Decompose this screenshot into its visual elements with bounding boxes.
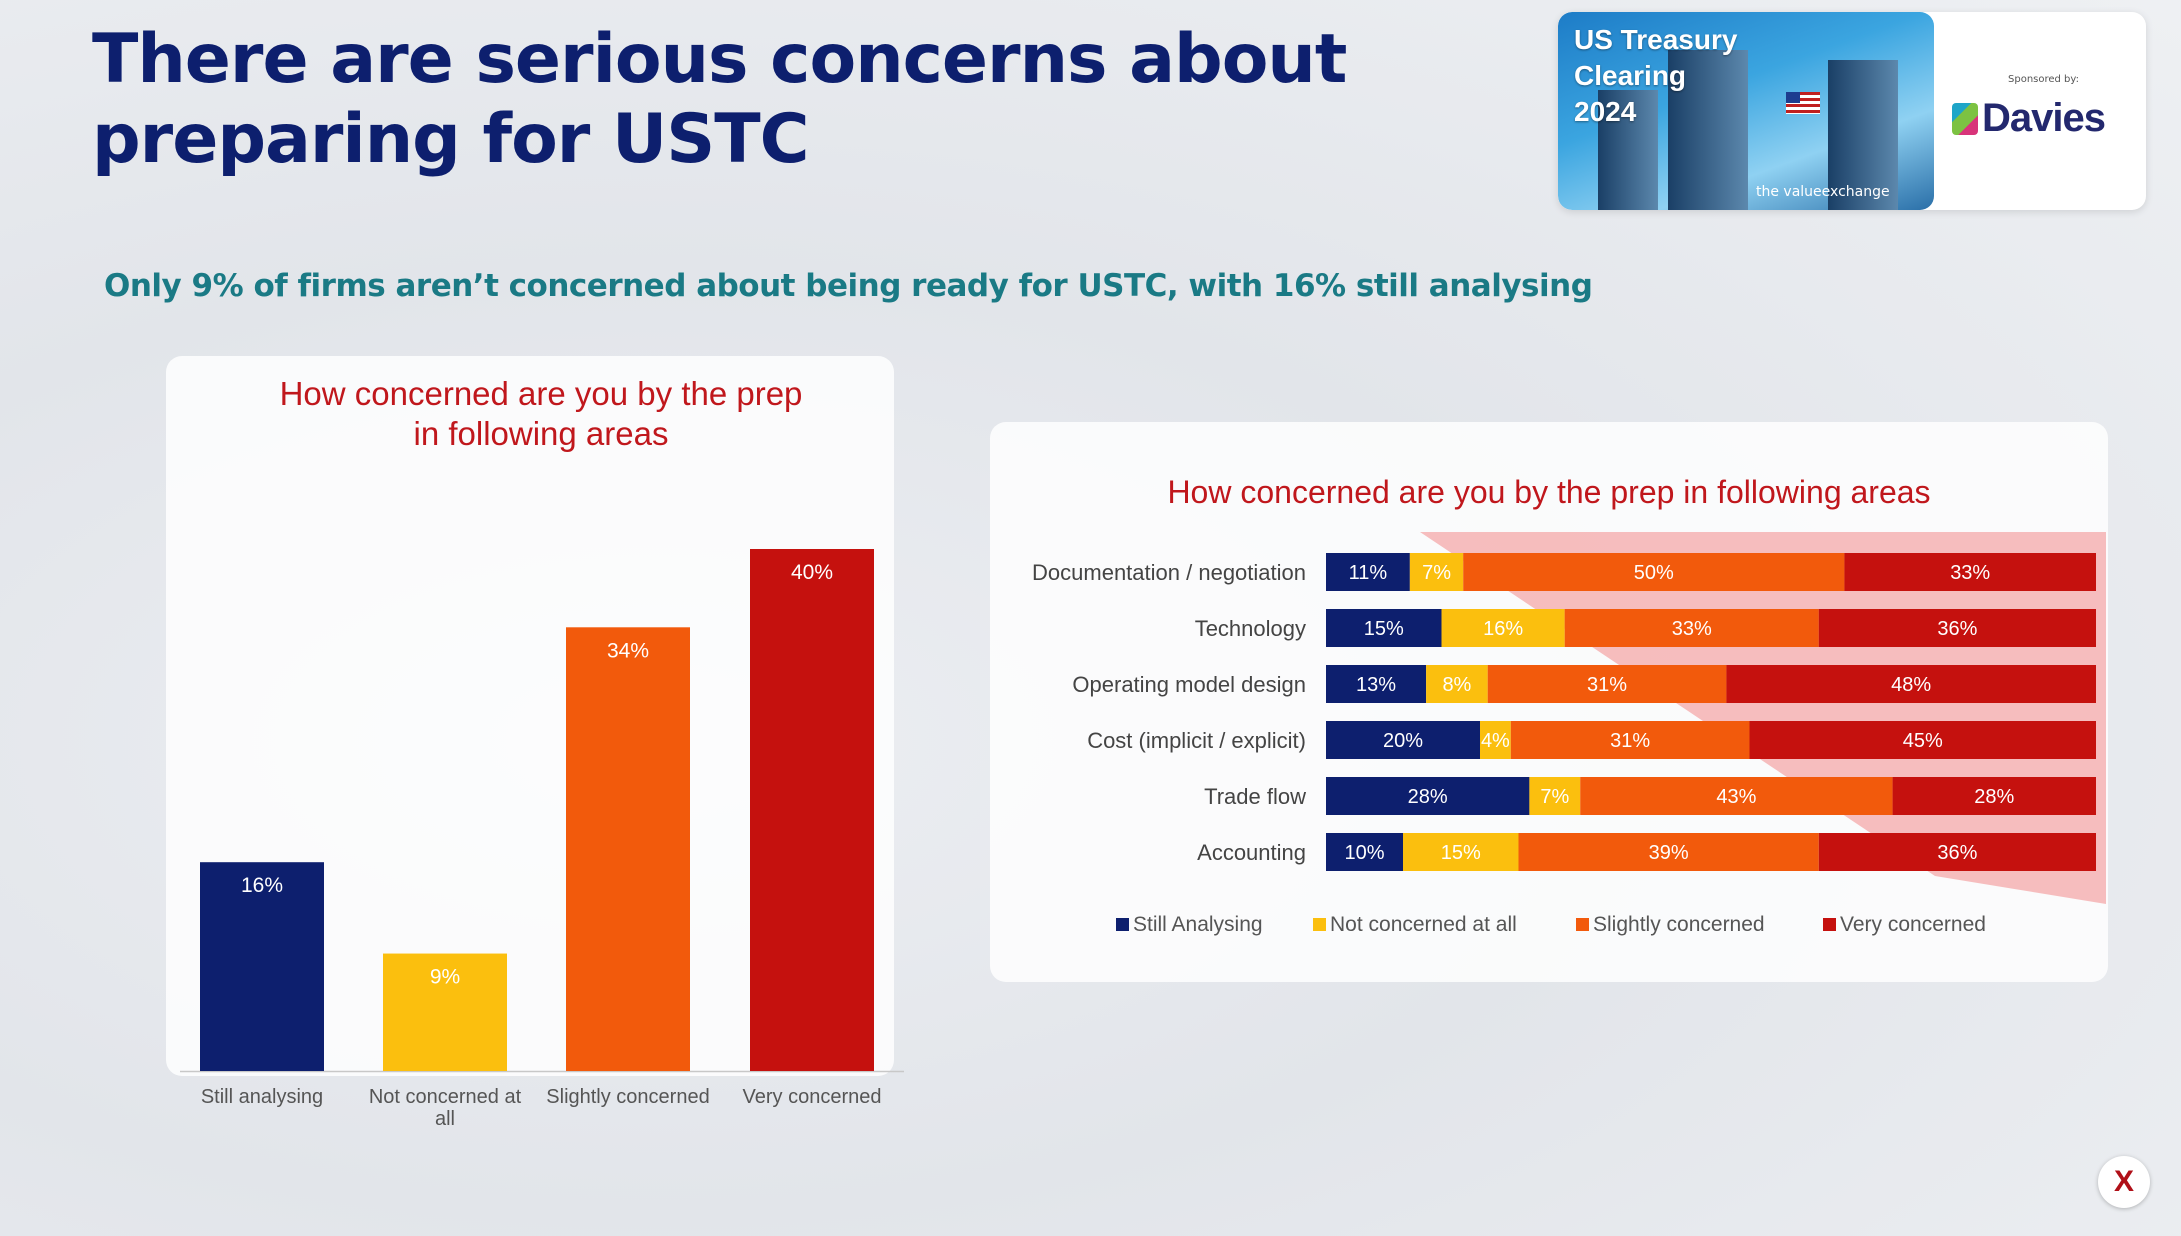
bar-3 <box>566 627 690 1071</box>
segment-value-label: 28% <box>1408 786 1448 808</box>
stacked-segment <box>1463 553 1845 591</box>
segment-value-label: 36% <box>1937 842 1977 864</box>
row-category-label: Documentation / negotiation <box>1032 560 1306 585</box>
category-label: Slightly concerned <box>546 1086 709 1108</box>
segment-value-label: 31% <box>1587 674 1627 696</box>
segment-value-label: 10% <box>1344 842 1384 864</box>
stacked-segment <box>1892 777 2096 815</box>
segment-value-label: 39% <box>1649 842 1689 864</box>
event-title: US Treasury Clearing 2024 <box>1574 24 1738 127</box>
category-label: Still analysing <box>201 1086 323 1108</box>
segment-value-label: 33% <box>1672 618 1712 640</box>
segment-value-label: 13% <box>1356 674 1396 696</box>
stacked-segment <box>1844 553 2096 591</box>
segment-value-label: 48% <box>1891 674 1931 696</box>
stacked-segment <box>1749 721 2096 759</box>
segment-value-label: 15% <box>1364 618 1404 640</box>
event-banner-image: US Treasury Clearing 2024 the valueexcha… <box>1558 12 1934 210</box>
stacked-segment <box>1326 721 1480 759</box>
stacked-segment <box>1441 609 1565 647</box>
bar-value-label: 9% <box>430 966 460 989</box>
category-label: Not concerned at <box>369 1086 522 1108</box>
stacked-segment <box>1426 665 1488 703</box>
stacked-segment <box>1518 833 1819 871</box>
segment-value-label: 28% <box>1974 786 2014 808</box>
segment-value-label: 11% <box>1349 562 1388 584</box>
event-tagline: the valueexchange <box>1756 184 1890 200</box>
bar-2 <box>383 953 507 1071</box>
sponsor-logo: Davies <box>1952 96 2106 141</box>
bar-value-label: 16% <box>241 874 283 897</box>
bar-value-label: 34% <box>607 639 649 662</box>
stacked-segment <box>1580 777 1893 815</box>
sponsor-name: Davies <box>1982 96 2106 140</box>
segment-value-label: 50% <box>1634 562 1674 584</box>
us-flag-icon <box>1786 92 1820 114</box>
legend-swatch <box>1116 918 1129 931</box>
legend-swatch <box>1576 918 1589 931</box>
stacked-segment <box>1403 833 1519 871</box>
stacked-segment <box>1564 609 1819 647</box>
stacked-segment <box>1409 553 1464 591</box>
stacked-segment <box>1487 665 1727 703</box>
legend-swatch <box>1313 918 1326 931</box>
segment-value-label: 7% <box>1422 562 1451 584</box>
sponsor-label: Sponsored by: <box>2008 74 2079 85</box>
stacked-segment <box>1510 721 1750 759</box>
right-chart-title: How concerned are you by the prep in fol… <box>1167 474 1931 510</box>
legend-label: Very concerned <box>1840 913 1986 936</box>
stacked-segment <box>1818 833 2096 871</box>
left-chart-title: How concerned are you by the prep in fol… <box>279 375 803 452</box>
stacked-segment <box>1326 609 1442 647</box>
event-brand-card: US Treasury Clearing 2024 the valueexcha… <box>1558 12 2146 210</box>
page-subtitle: Only 9% of firms aren’t concerned about … <box>104 268 1593 304</box>
davies-logo-icon <box>1952 103 1978 135</box>
row-category-label: Accounting <box>1197 840 1306 865</box>
row-category-label: Cost (implicit / explicit) <box>1087 728 1306 753</box>
stacked-segment <box>1326 553 1410 591</box>
segment-value-label: 8% <box>1442 674 1471 696</box>
stacked-segment <box>1326 833 1403 871</box>
stacked-segment <box>1326 665 1427 703</box>
stacked-segment <box>1480 721 1511 759</box>
stacked-segment <box>1726 665 2096 703</box>
segment-value-label: 20% <box>1383 730 1423 752</box>
category-label: Very concerned <box>743 1086 882 1108</box>
stacked-segment <box>1818 609 2096 647</box>
segment-value-label: 7% <box>1540 786 1569 808</box>
segment-value-label: 31% <box>1610 730 1650 752</box>
category-label: all <box>435 1108 455 1130</box>
segment-value-label: 33% <box>1950 562 1990 584</box>
legend-swatch <box>1823 918 1836 931</box>
segment-value-label: 15% <box>1441 842 1481 864</box>
bar-value-label: 40% <box>791 561 833 584</box>
segment-value-label: 43% <box>1716 786 1756 808</box>
legend-label: Not concerned at all <box>1330 913 1517 936</box>
bar-1 <box>200 862 324 1071</box>
stacked-segment <box>1529 777 1581 815</box>
row-category-label: Trade flow <box>1204 784 1306 809</box>
segment-value-label: 45% <box>1903 730 1943 752</box>
row-category-label: Operating model design <box>1072 672 1306 697</box>
segment-value-label: 16% <box>1483 618 1523 640</box>
stacked-segment <box>1326 777 1530 815</box>
legend-label: Slightly concerned <box>1593 913 1765 936</box>
row-category-label: Technology <box>1195 616 1306 641</box>
page-title: There are serious concerns about prepari… <box>92 20 1347 179</box>
segment-value-label: 4% <box>1481 730 1510 752</box>
bar-4 <box>750 549 874 1071</box>
segment-value-label: 36% <box>1937 618 1977 640</box>
valueexchange-logo-icon: X <box>2098 1156 2150 1208</box>
legend-label: Still Analysing <box>1133 913 1263 936</box>
